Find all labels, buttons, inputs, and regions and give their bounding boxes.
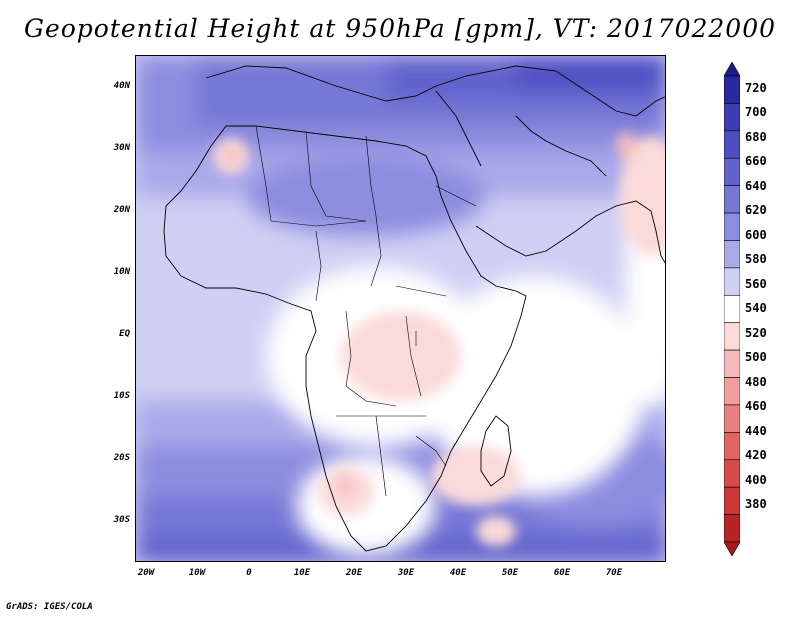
- lon-label-50e: 50E: [501, 568, 519, 578]
- colorbar-segment: [724, 103, 740, 132]
- lon-label-40e: 40E: [449, 568, 467, 578]
- lon-label-20w: 20W: [137, 568, 155, 578]
- colorbar-segment: [724, 459, 740, 488]
- colorbar-segment: [724, 130, 740, 159]
- colorbar-segment: [724, 185, 740, 214]
- northern-high-field: [136, 56, 665, 236]
- colorbar-label-600: 600: [745, 228, 767, 242]
- lon-label-60e: 60E: [553, 568, 571, 578]
- colorbar-segment: [724, 486, 740, 515]
- colorbar-label-380: 380: [745, 497, 767, 511]
- lon-label-30e: 30E: [397, 568, 415, 578]
- colorbar-segment: [724, 377, 740, 406]
- colorbar-label-440: 440: [745, 424, 767, 438]
- lat-label-30s: 30S: [113, 515, 130, 525]
- colorbar-segment: [724, 294, 740, 324]
- low-height-regions: [213, 132, 665, 546]
- lon-label-20e: 20E: [345, 568, 363, 578]
- colorbar-segment: [724, 212, 740, 241]
- colorbar-segment: [724, 75, 740, 104]
- colorbar-segment: [724, 514, 740, 543]
- lat-label-10s: 10S: [113, 391, 130, 401]
- colorbar: [724, 62, 740, 556]
- lat-label-40n: 40N: [113, 81, 130, 91]
- colorbar-segment: [724, 322, 740, 351]
- colorbar-label-420: 420: [745, 448, 767, 462]
- colorbar-label-620: 620: [745, 203, 767, 217]
- lat-label-20n: 20N: [113, 205, 130, 215]
- colorbar-label-640: 640: [745, 179, 767, 193]
- colorbar-label-400: 400: [745, 473, 767, 487]
- lat-label-20s: 20S: [113, 453, 130, 463]
- colorbar-label-460: 460: [745, 399, 767, 413]
- lon-label-0: 0: [246, 568, 252, 578]
- colorbar-label-720: 720: [745, 81, 767, 95]
- lon-label-70e: 70E: [605, 568, 623, 578]
- lon-label-10e: 10E: [293, 568, 311, 578]
- geopotential-map: [136, 56, 665, 561]
- colorbar-segment: [724, 267, 740, 296]
- grads-credit: GrADS: IGES/COLA: [6, 602, 93, 612]
- map-title: Geopotential Height at 950hPa [gpm], VT:…: [23, 14, 777, 43]
- colorbar-segment: [724, 349, 740, 378]
- colorbar-label-580: 580: [745, 252, 767, 266]
- colorbar-label-540: 540: [745, 301, 767, 315]
- colorbar-segment: [724, 157, 740, 186]
- coastlines: [163, 65, 665, 552]
- colorbar-label-560: 560: [745, 277, 767, 291]
- colorbar-label-700: 700: [745, 105, 767, 119]
- lat-label-30n: 30N: [113, 143, 130, 153]
- colorbar-label-680: 680: [745, 130, 767, 144]
- colorbar-segment: [724, 240, 740, 269]
- lat-label-eq: EQ: [119, 329, 130, 339]
- lat-label-10n: 10N: [113, 267, 130, 277]
- colorbar-segment: [724, 541, 740, 556]
- colorbar-label-480: 480: [745, 375, 767, 389]
- lon-label-10w: 10W: [188, 568, 206, 578]
- colorbar-label-500: 500: [745, 350, 767, 364]
- colorbar-segment: [724, 432, 740, 461]
- colorbar-segment: [724, 404, 740, 433]
- map-panel: [135, 55, 666, 562]
- colorbar-label-520: 520: [745, 326, 767, 340]
- colorbar-segment: [724, 62, 740, 77]
- country-borders: [255, 125, 477, 497]
- colorbar-label-660: 660: [745, 154, 767, 168]
